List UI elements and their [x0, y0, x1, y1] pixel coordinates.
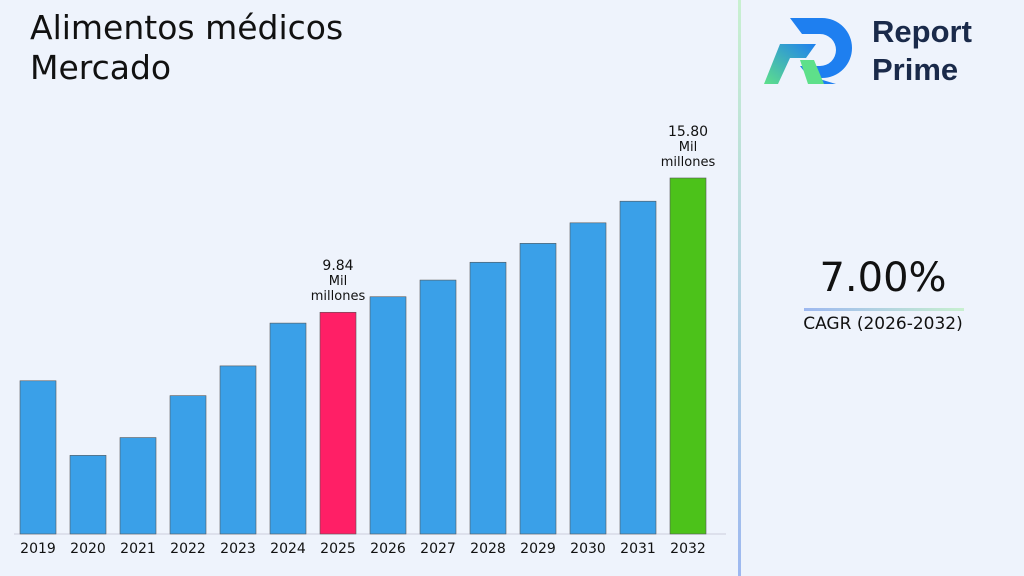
x-tick-label: 2024 — [270, 541, 306, 557]
bar — [619, 200, 657, 535]
x-tick-label: 2026 — [370, 541, 406, 557]
chart-title: Alimentos médicos Mercado — [30, 8, 344, 87]
bar — [419, 279, 457, 535]
value-unit: Mil millones — [310, 274, 366, 305]
x-tick-label: 2019 — [20, 541, 56, 557]
bar — [319, 311, 357, 535]
bar — [669, 177, 707, 535]
bar — [19, 380, 57, 535]
x-tick-label: 2023 — [220, 541, 256, 557]
x-tick-label: 2029 — [520, 541, 556, 557]
x-tick-label: 2027 — [420, 541, 456, 557]
bar — [269, 322, 307, 535]
bar — [69, 455, 107, 535]
x-tick-label: 2025 — [320, 541, 356, 557]
value-unit: Mil millones — [660, 140, 716, 170]
bar — [219, 365, 257, 535]
brand-word: Report — [872, 14, 972, 49]
bar — [369, 296, 407, 535]
underline — [804, 308, 964, 311]
x-tick-label: 2030 — [570, 541, 606, 557]
x-tick-label: 2028 — [470, 541, 506, 557]
x-tick-label: 2020 — [70, 541, 106, 557]
value-label: 15.80 Mil millones — [653, 124, 723, 171]
value-text: 15.80 — [667, 124, 709, 140]
divider — [738, 0, 741, 576]
bar — [119, 437, 157, 535]
x-tick-label: 2021 — [120, 541, 156, 557]
value-label: 9.84 Mil millones — [303, 258, 373, 305]
bar — [519, 243, 557, 535]
brand-word: Prime — [872, 52, 959, 87]
bar — [169, 395, 207, 535]
x-tick-label: 2022 — [170, 541, 206, 557]
bar — [569, 222, 607, 535]
x-tick-label: 2031 — [620, 541, 656, 557]
value-text: 9.84 — [322, 258, 354, 275]
x-tick-label: 2032 — [670, 541, 706, 557]
logo — [764, 18, 852, 84]
cagr-label: CAGR (2026-2032) — [803, 314, 963, 334]
cagr-value: 7.00% — [819, 255, 947, 301]
bar — [469, 261, 507, 535]
